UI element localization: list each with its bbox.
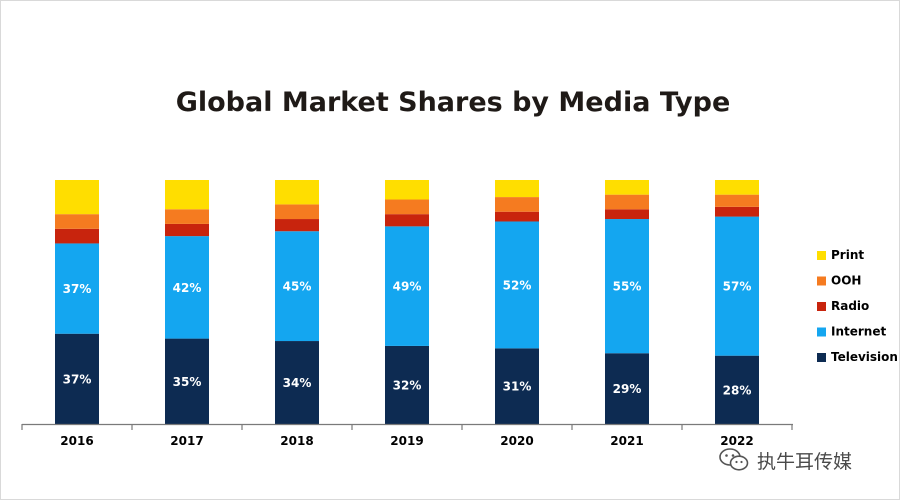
bar-television-2019	[385, 345, 429, 424]
bar-radio-2016	[55, 228, 99, 244]
data-label-television-2022: 28%	[723, 383, 752, 397]
bar-television-2018	[275, 341, 319, 424]
data-label-television-2018: 34%	[283, 376, 312, 390]
bar-television-2016	[55, 333, 99, 424]
chart-title: Global Market Shares by Media Type	[176, 87, 731, 118]
data-label-internet-2021: 55%	[613, 280, 642, 294]
legend-swatch-internet	[817, 327, 826, 337]
x-tick-label-2021: 2021	[610, 434, 643, 448]
data-label-internet-2020: 52%	[503, 278, 532, 292]
legend-label-radio: Radio	[831, 299, 869, 313]
wechat-icon	[719, 448, 749, 471]
x-tick-label-2022: 2022	[720, 434, 753, 448]
bar-television-2022	[715, 355, 759, 424]
bar-ooh-2016	[55, 214, 99, 229]
bar-ooh-2021	[605, 194, 649, 210]
data-label-television-2019: 32%	[393, 378, 422, 392]
x-tick-label-2018: 2018	[280, 434, 313, 448]
data-label-internet-2016: 37%	[63, 282, 92, 296]
data-label-television-2021: 29%	[613, 382, 642, 396]
bar-print-2020	[495, 180, 539, 198]
legend-swatch-radio	[817, 302, 826, 311]
bar-radio-2020	[495, 211, 539, 222]
data-label-internet-2017: 42%	[173, 281, 202, 295]
bar-internet-2017	[165, 236, 209, 339]
bar-ooh-2019	[385, 199, 429, 215]
x-tick-label-2019: 2019	[390, 434, 423, 448]
bar-ooh-2017	[165, 209, 209, 224]
bar-print-2018	[275, 180, 319, 205]
bar-internet-2020	[495, 221, 539, 349]
legend-swatch-print	[817, 251, 826, 260]
bar-ooh-2020	[495, 197, 539, 212]
data-label-television-2020: 31%	[503, 380, 532, 394]
bar-radio-2021	[605, 209, 649, 220]
watermark-text: 执牛耳传媒	[757, 450, 853, 473]
bar-print-2017	[165, 180, 209, 210]
bars-group	[55, 180, 759, 424]
bar-internet-2019	[385, 226, 429, 346]
watermark: 执牛耳传媒	[719, 447, 852, 473]
legend-label-internet: Internet	[831, 325, 886, 339]
legend-label-ooh: OOH	[831, 274, 861, 288]
bar-radio-2019	[385, 214, 429, 227]
bar-television-2020	[495, 348, 539, 424]
data-label-internet-2018: 45%	[283, 280, 312, 294]
x-tick-label-2017: 2017	[170, 434, 203, 448]
data-label-internet-2022: 57%	[723, 280, 752, 294]
legend-label-print: Print	[831, 248, 864, 262]
bar-ooh-2022	[715, 194, 759, 207]
data-label-internet-2019: 49%	[393, 280, 422, 294]
bar-internet-2016	[55, 243, 99, 334]
bar-radio-2022	[715, 206, 759, 217]
bar-television-2021	[605, 353, 649, 424]
bar-print-2019	[385, 180, 429, 200]
legend: Print OOH Radio Internet Television	[817, 248, 898, 364]
bar-internet-2018	[275, 231, 319, 342]
data-label-television-2016: 37%	[63, 372, 92, 386]
x-tick-label-2020: 2020	[500, 434, 533, 448]
data-labels-group: 37% 37% 35% 42% 34% 45% 32% 49% 31% 52% 29% 55% 28% 5…	[63, 278, 752, 397]
bar-radio-2017	[165, 223, 209, 237]
bar-radio-2018	[275, 219, 319, 232]
data-label-television-2017: 35%	[173, 375, 202, 389]
legend-label-television: Television	[831, 350, 898, 364]
legend-swatch-television	[817, 353, 826, 362]
bar-internet-2022	[715, 216, 759, 356]
bar-print-2021	[605, 180, 649, 195]
bar-print-2016	[55, 180, 99, 215]
bar-internet-2021	[605, 219, 649, 354]
x-tick-label-2016: 2016	[60, 434, 93, 448]
x-axis: 2016 2017 2018 2019 2020 2021 2022	[21, 423, 793, 448]
bar-print-2022	[715, 180, 759, 195]
bar-television-2017	[165, 338, 209, 424]
bar-ooh-2018	[275, 204, 319, 220]
legend-swatch-ooh	[817, 276, 826, 286]
